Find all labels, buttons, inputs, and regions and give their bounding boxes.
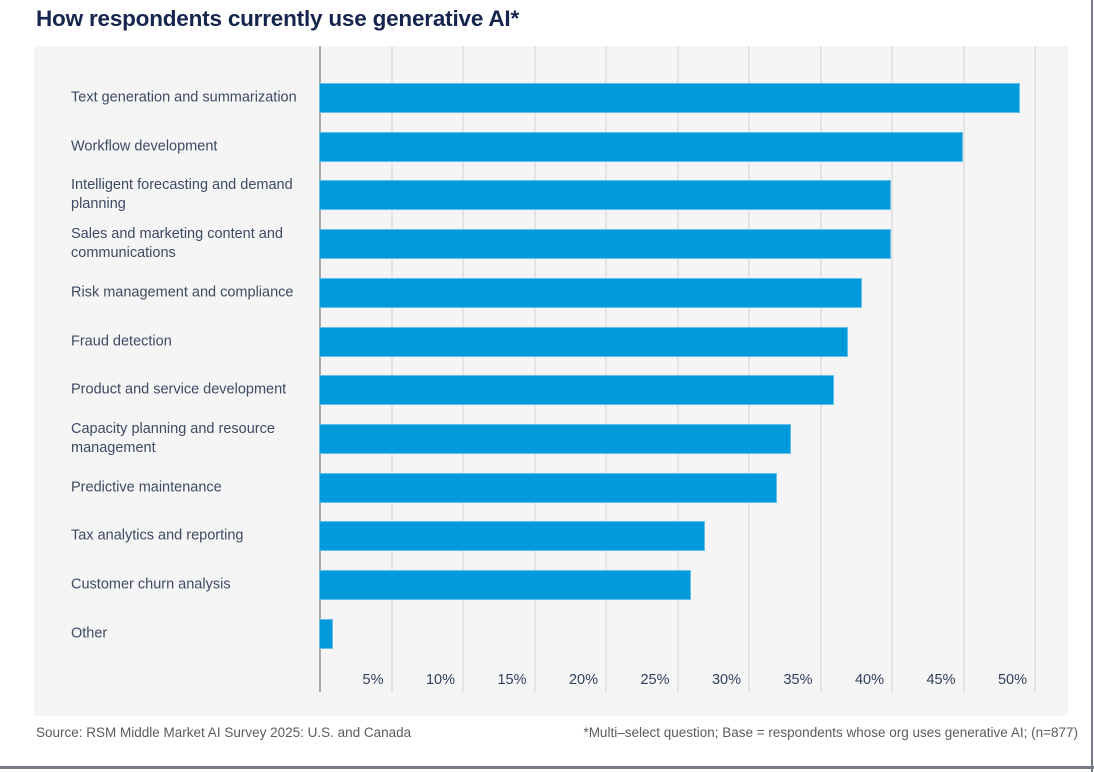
gridline: [605, 46, 607, 692]
x-tick-label: 35%: [783, 672, 813, 688]
category-label: Fraud detection: [71, 333, 172, 349]
category-label: Tax analytics and reporting: [71, 527, 244, 544]
bar: [319, 423, 791, 454]
chart-panel: 5% 10% 15% 20% 25% 30% 35% 40% 45% 50% Text genera…: [34, 46, 1068, 716]
gridline: [676, 46, 679, 692]
bar: [319, 180, 891, 211]
category-label: Risk management and compliance: [71, 284, 294, 301]
bar-row: Sales and marketing content and communic…: [34, 226, 1068, 261]
bar-row: Text generation and summarization: [34, 83, 1068, 113]
bar-row: Customer churn analysis: [34, 570, 1068, 600]
x-tick-label: 5%: [362, 672, 384, 688]
bar-row: Other: [34, 618, 1068, 649]
x-tick-label: 25%: [640, 672, 670, 688]
page-bottom-rule: [0, 766, 1094, 769]
gridline: [390, 46, 393, 692]
gridline: [748, 46, 750, 692]
chart-title: How respondents currently use generative…: [36, 6, 520, 31]
bar: [319, 229, 891, 260]
x-tick-label: 20%: [568, 672, 598, 688]
bar: [319, 472, 777, 503]
category-label: Workflow development: [71, 138, 218, 155]
x-tick-label: 40%: [854, 672, 884, 688]
bar-row: Capacity planning and resource managemen…: [34, 421, 1068, 456]
category-label: Capacity planning and resource managemen…: [71, 420, 275, 456]
category-label: Customer churn analysis: [71, 576, 231, 593]
bar: [319, 521, 706, 552]
bar-row: Fraud detection: [34, 326, 1068, 357]
category-label: Predictive maintenance: [71, 479, 222, 496]
footnote: *Multi–select question; Base = responden…: [583, 725, 1078, 740]
bar-row: Product and service development: [34, 375, 1068, 406]
x-tick-label: 30%: [711, 672, 741, 688]
plot-area: 5% 10% 15% 20% 25% 30% 35% 40% 45% 50% Text genera…: [34, 46, 1068, 716]
source-note: Source: RSM Middle Market AI Survey 2025…: [36, 725, 412, 740]
bar: [319, 277, 863, 308]
x-tick-label: 50%: [997, 672, 1027, 688]
gridline: [533, 46, 536, 692]
bar-row: Risk management and compliance: [34, 277, 1068, 308]
page-right-border: [1091, 0, 1093, 772]
bar: [319, 618, 334, 649]
category-label: Sales and marketing content and communic…: [71, 226, 283, 262]
bar: [319, 326, 849, 357]
category-label: Product and service development: [71, 381, 287, 398]
category-label: Text generation and summarization: [71, 89, 297, 106]
bar-row: Workflow development: [34, 131, 1068, 162]
bar: [319, 375, 834, 406]
x-tick-label: 15%: [497, 672, 527, 688]
gridline: [962, 46, 965, 692]
x-tick-label: 10%: [425, 672, 455, 688]
y-axis-line: [319, 46, 321, 692]
bar-row: Intelligent forecasting and demand plann…: [34, 177, 1068, 212]
bar: [319, 570, 691, 600]
category-label: Intelligent forecasting and demand plann…: [71, 177, 293, 213]
gridline: [1034, 46, 1036, 692]
category-label: Other: [71, 625, 108, 642]
bar-row: Predictive maintenance: [34, 472, 1068, 503]
gridline: [819, 46, 822, 692]
x-tick-label: 45%: [926, 672, 956, 688]
gridline: [462, 46, 464, 692]
bar: [319, 83, 1020, 113]
bar: [319, 131, 963, 162]
gridline: [891, 46, 893, 692]
bar-row: Tax analytics and reporting: [34, 521, 1068, 552]
